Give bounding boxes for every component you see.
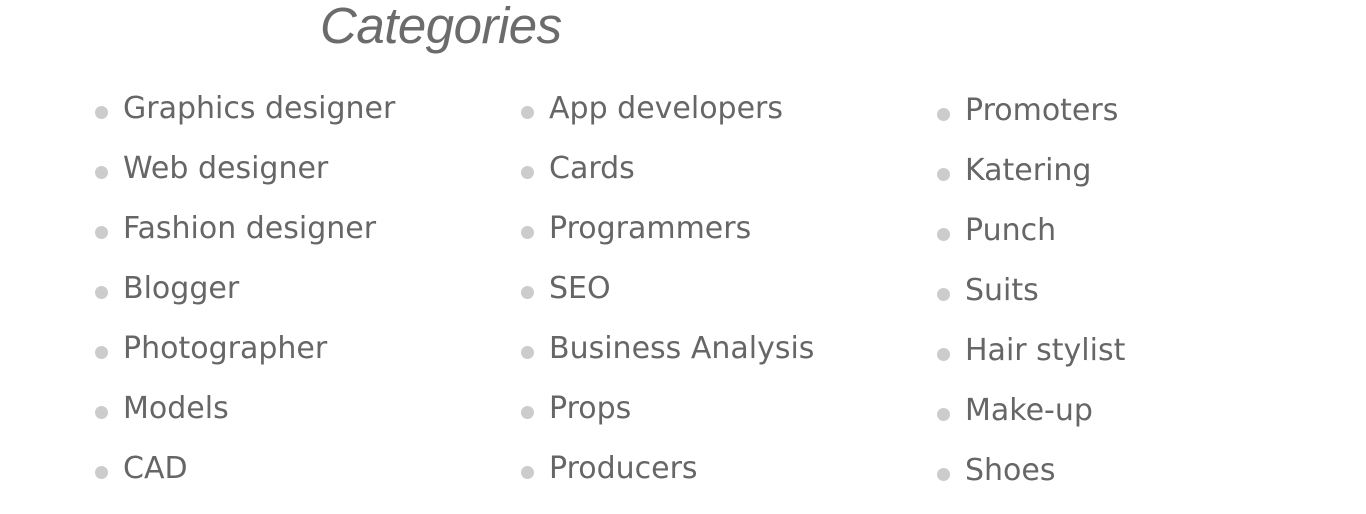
categories-column-3: Promoters Katering Punch Suits Hair stylist M… — [937, 94, 1125, 514]
category-label: Cards — [549, 151, 635, 186]
category-hair-stylist[interactable]: Hair stylist — [937, 334, 1125, 394]
bullet-icon — [937, 468, 950, 481]
category-producers[interactable]: Producers — [521, 452, 814, 512]
category-cards[interactable]: Cards — [521, 152, 814, 212]
bullet-icon — [937, 288, 950, 301]
category-label: CAD — [123, 451, 188, 486]
category-label: Programmers — [549, 211, 752, 246]
category-promoters[interactable]: Promoters — [937, 94, 1125, 154]
categories-column-2: App developers Cards Programmers SEO Busines… — [521, 92, 814, 512]
category-make-up[interactable]: Make-up — [937, 394, 1125, 454]
bullet-icon — [95, 466, 108, 479]
bullet-icon — [95, 226, 108, 239]
category-label: Katering — [965, 153, 1092, 188]
category-models[interactable]: Models — [95, 392, 395, 452]
category-label: Fashion designer — [123, 211, 377, 246]
bullet-icon — [937, 348, 950, 361]
category-katering[interactable]: Katering — [937, 154, 1125, 214]
category-label: Business Analysis — [549, 331, 815, 366]
bullet-icon — [521, 406, 534, 419]
bullet-icon — [937, 168, 950, 181]
bullet-icon — [95, 406, 108, 419]
category-label: Graphics designer — [123, 91, 396, 126]
category-label: Hair stylist — [965, 333, 1126, 368]
category-web-designer[interactable]: Web designer — [95, 152, 395, 212]
bullet-icon — [95, 106, 108, 119]
category-blogger[interactable]: Blogger — [95, 272, 395, 332]
category-label: Shoes — [965, 453, 1056, 488]
category-label: Props — [549, 391, 632, 426]
category-label: App developers — [549, 91, 784, 126]
category-label: Blogger — [123, 271, 240, 306]
category-programmers[interactable]: Programmers — [521, 212, 814, 272]
bullet-icon — [937, 228, 950, 241]
categories-heading: Categories — [320, 0, 562, 54]
category-fashion-designer[interactable]: Fashion designer — [95, 212, 395, 272]
category-label: Promoters — [965, 93, 1119, 128]
category-punch[interactable]: Punch — [937, 214, 1125, 274]
category-app-developers[interactable]: App developers — [521, 92, 814, 152]
category-label: SEO — [549, 271, 611, 306]
category-shoes[interactable]: Shoes — [937, 454, 1125, 514]
bullet-icon — [937, 108, 950, 121]
bullet-icon — [95, 286, 108, 299]
category-label: Web designer — [123, 151, 329, 186]
category-label: Punch — [965, 213, 1057, 248]
bullet-icon — [95, 166, 108, 179]
category-props[interactable]: Props — [521, 392, 814, 452]
bullet-icon — [521, 466, 534, 479]
bullet-icon — [521, 106, 534, 119]
category-graphics-designer[interactable]: Graphics designer — [95, 92, 395, 152]
category-label: Models — [123, 391, 229, 426]
category-photographer[interactable]: Photographer — [95, 332, 395, 392]
bullet-icon — [521, 286, 534, 299]
category-seo[interactable]: SEO — [521, 272, 814, 332]
category-cad[interactable]: CAD — [95, 452, 395, 512]
category-label: Photographer — [123, 331, 328, 366]
category-label: Make-up — [965, 393, 1093, 428]
bullet-icon — [937, 408, 950, 421]
categories-column-1: Graphics designer Web designer Fashion des… — [95, 92, 395, 512]
category-suits[interactable]: Suits — [937, 274, 1125, 334]
bullet-icon — [521, 166, 534, 179]
category-label: Producers — [549, 451, 698, 486]
category-label: Suits — [965, 273, 1039, 308]
bullet-icon — [521, 346, 534, 359]
category-business-analysis[interactable]: Business Analysis — [521, 332, 814, 392]
bullet-icon — [95, 346, 108, 359]
bullet-icon — [521, 226, 534, 239]
